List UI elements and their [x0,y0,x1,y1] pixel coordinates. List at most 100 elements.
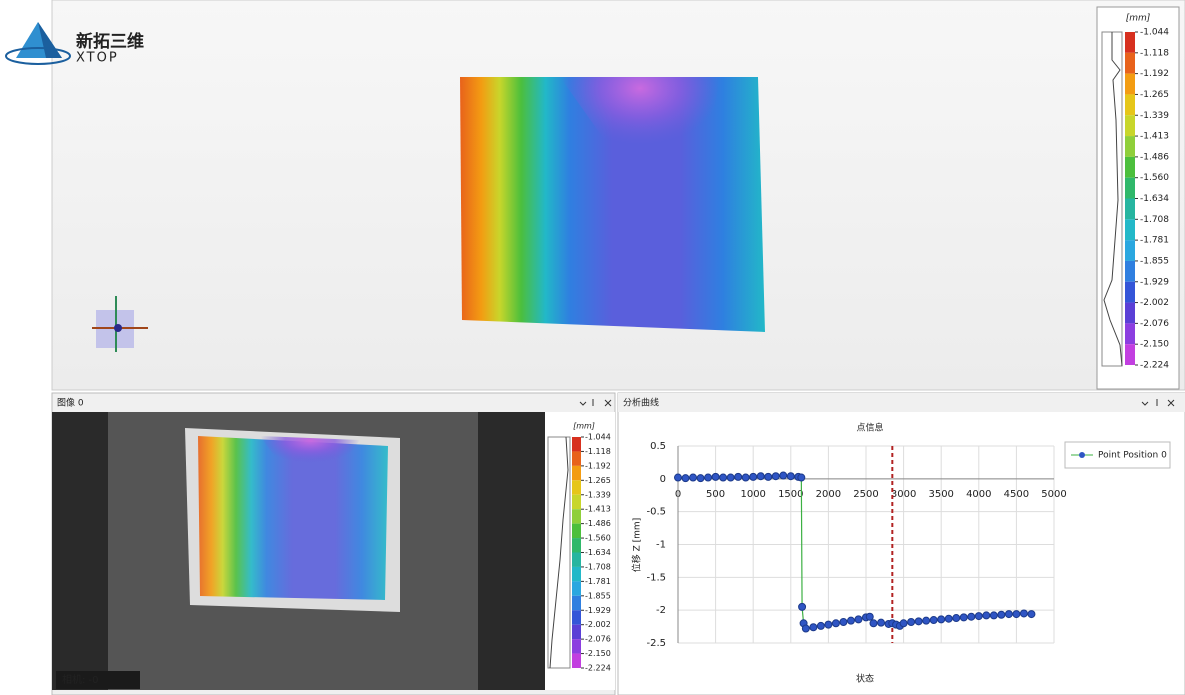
data-point [839,617,848,626]
colorbar-label: -1.044 [1140,28,1169,38]
x-tick-label: 1000 [740,489,765,500]
chart: 点信息 状态 位移 Z [mm] 0.50-0.5-1-1.5-2-2.5050… [631,422,1171,685]
data-point [696,474,705,483]
data-point [756,472,765,481]
panel-header [618,393,1185,412]
data-point [846,616,855,625]
image-overlay [198,436,388,600]
colorbar-band [1125,302,1135,324]
data-point [749,472,758,481]
panel-controls[interactable] [1141,399,1175,407]
colorbar-band [1125,281,1135,303]
colorbar-label: -1.486 [1140,152,1169,162]
colorbar-label: -1.339 [585,490,611,499]
colorbar-label: -1.855 [1140,256,1169,266]
panel-title: 图像 0 [57,397,84,409]
data-point [704,473,713,482]
colorbar-band [572,595,581,611]
y-tick-label: -0.5 [646,507,666,518]
colorbar-label: -1.560 [585,534,611,543]
colorbar-label: -1.044 [585,433,611,442]
colorbar-label: -1.265 [1140,90,1169,100]
data-point [797,473,806,482]
legend-label: Point Position 0 [1098,451,1167,461]
colorbar-band [572,581,581,596]
colorbar-band [572,538,581,553]
data-point [711,472,720,481]
colorbar-band [1125,240,1135,261]
data-point [854,615,863,624]
colorbar-band [572,552,581,567]
data-point [681,474,690,483]
data-point [719,473,728,482]
data-point [989,611,998,620]
data-point [974,612,983,621]
colorbar-label: -2.224 [585,664,611,673]
colorbar-label: -1.413 [1140,132,1169,142]
chart-title: 点信息 [856,422,883,434]
x-axis-label: 状态 [856,673,874,685]
data-point [967,612,976,621]
logo-name: 新拓三维 [76,31,144,52]
colorbar-band [1125,73,1135,95]
y-tick-label: -2 [656,605,666,616]
colorbar-small: [mm] -1.044 -1.118 -1.192 -1.265 -1.339 -1.41… [545,412,615,690]
data-point [771,472,780,481]
y-tick-label: 0.5 [650,441,666,452]
colorbar-band [572,509,581,524]
data-point [824,620,833,629]
x-tick-label: 1500 [778,489,803,500]
colorbar-label: -1.118 [1140,48,1169,58]
camera-label-box [56,671,140,689]
colorbar-band [572,639,581,654]
colorbar-label: -2.002 [585,620,611,629]
colorbar-unit: [mm] [573,422,595,431]
data-point [877,618,886,627]
colorbar-label: -2.150 [1140,340,1169,350]
colorbar-band [1125,260,1135,282]
x-tick-label: 5000 [1041,489,1066,500]
colorbar-band [1125,323,1135,345]
colorbar-label: -1.781 [1140,236,1169,246]
data-point [952,614,961,623]
colorbar-label: -1.708 [585,562,611,571]
y-tick-label: -1.5 [646,572,666,583]
colorbar-band [572,465,581,481]
colorbar-band [1125,52,1135,74]
colorbar-label: -2.002 [1140,298,1169,308]
colorbar-band [1125,177,1135,199]
data-point [798,602,807,611]
colorbar-label: -1.192 [585,461,611,470]
colorbar: [mm] -1.044 -1.118 -1.192 -1.265 -1.339 -1.41… [1096,6,1180,390]
colorbar-band [1125,136,1135,157]
data-point [779,471,788,480]
colorbar-band [1125,156,1135,178]
data-point [1004,610,1013,619]
data-point [922,616,931,625]
data-point [937,615,946,624]
surface-peak [560,77,720,190]
data-point [907,617,916,626]
data-point [914,617,923,626]
data-point [831,619,840,628]
camera-label: 相机: -0 [62,673,99,686]
colorbar-label: -2.224 [1140,361,1169,371]
axis-gizmo [92,296,148,352]
colorbar-label: -1.339 [1140,111,1169,121]
image-overlay-peak [260,436,360,480]
x-tick-label: 2500 [853,489,878,500]
data-point [809,623,818,632]
data-point [726,473,735,482]
data-point [786,472,795,481]
x-tick-label: 4000 [966,489,991,500]
data-point [959,613,968,622]
panel-controls[interactable] [579,399,612,407]
panel-title: 分析曲线 [623,397,659,409]
colorbar-band [1125,94,1135,116]
legend-marker [1079,452,1085,458]
colorbar-band [572,523,581,539]
colorbar-label: -1.634 [585,548,611,557]
data-point [801,624,810,633]
data-point [689,473,698,482]
